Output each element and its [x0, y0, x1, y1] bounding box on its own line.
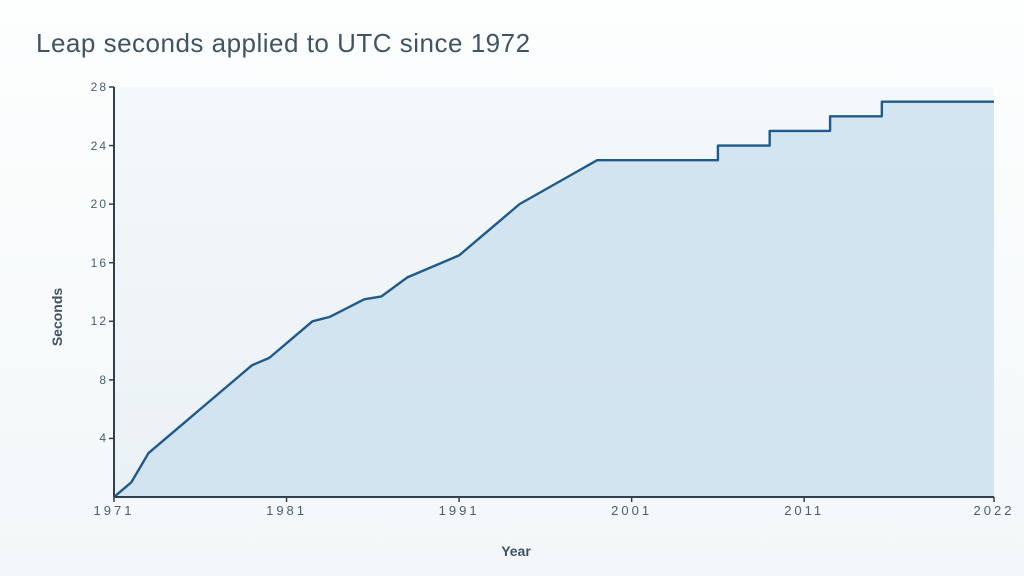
chart-title: Leap seconds applied to UTC since 1972	[36, 28, 996, 59]
x-axis-label: Year	[501, 543, 531, 559]
chart-container: Seconds 4 8 12 16 20 24 28 1971 1981 1991 2001 2011…	[36, 77, 996, 557]
y-tick-label: 16	[91, 256, 108, 270]
x-tick-label: 2011	[784, 503, 824, 518]
y-tick-label: 4	[99, 431, 108, 445]
x-tick-label: 1991	[439, 503, 480, 518]
x-tick-label: 1981	[266, 503, 307, 518]
y-tick-label: 20	[91, 197, 108, 211]
plot-area	[114, 87, 994, 497]
x-tick-label: 2001	[611, 503, 652, 518]
x-tick-label: 1971	[94, 503, 135, 518]
chart-page: Leap seconds applied to UTC since 1972 S…	[0, 0, 1024, 576]
y-tick-label: 28	[91, 80, 108, 94]
x-tick-label: 2022	[974, 503, 1015, 518]
plot-svg	[114, 87, 994, 497]
y-axis-label: Seconds	[49, 288, 65, 346]
y-tick-label: 8	[99, 373, 108, 387]
y-tick-label: 24	[91, 139, 108, 153]
y-tick-label: 12	[91, 314, 108, 328]
